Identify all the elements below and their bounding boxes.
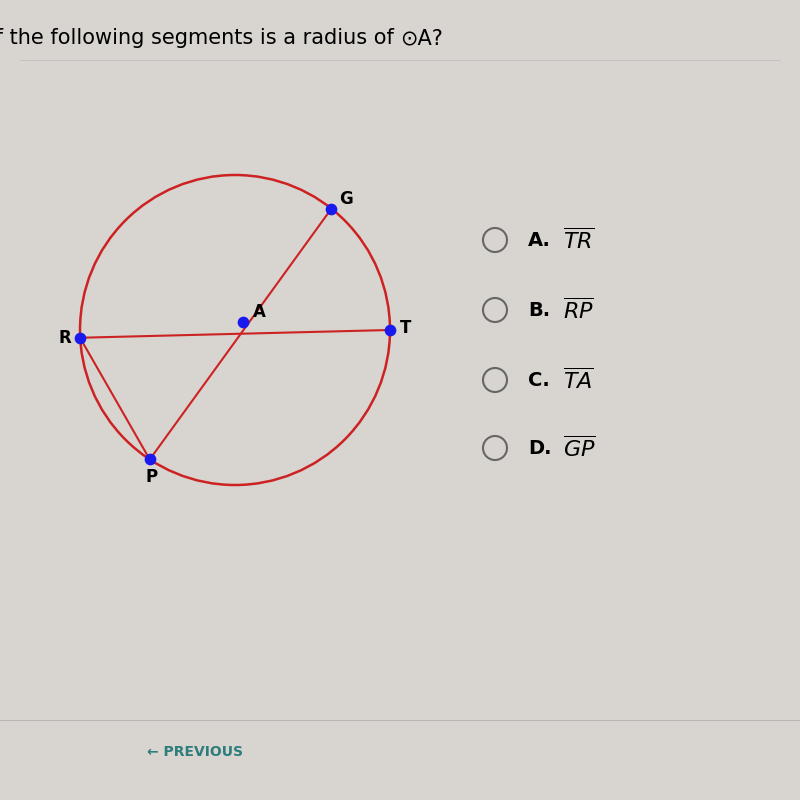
Point bbox=[384, 323, 397, 336]
Text: $\overline{\mathit{T}\mathit{A}}$: $\overline{\mathit{T}\mathit{A}}$ bbox=[563, 367, 594, 393]
Text: $\overline{\mathit{T}\mathit{R}}$: $\overline{\mathit{T}\mathit{R}}$ bbox=[563, 227, 594, 253]
Point bbox=[143, 453, 156, 466]
Text: D.: D. bbox=[528, 438, 551, 458]
Text: G: G bbox=[339, 190, 353, 208]
Text: T: T bbox=[400, 319, 411, 337]
Text: C.: C. bbox=[528, 370, 550, 390]
Point bbox=[74, 331, 86, 344]
Text: Which of the following segments is a radius of: Which of the following segments is a rad… bbox=[0, 28, 400, 48]
Text: $\overline{\mathit{G}\mathit{P}}$: $\overline{\mathit{G}\mathit{P}}$ bbox=[563, 435, 596, 461]
Text: A: A bbox=[253, 303, 266, 322]
Text: R: R bbox=[58, 329, 70, 346]
Text: P: P bbox=[146, 469, 158, 486]
Text: ← PREVIOUS: ← PREVIOUS bbox=[147, 745, 243, 759]
Text: ⊙A?: ⊙A? bbox=[400, 28, 443, 48]
Text: $\overline{\mathit{R}\mathit{P}}$: $\overline{\mathit{R}\mathit{P}}$ bbox=[563, 298, 594, 322]
Point bbox=[325, 202, 338, 215]
Text: A.: A. bbox=[528, 230, 551, 250]
Point bbox=[236, 316, 249, 329]
Text: B.: B. bbox=[528, 301, 550, 319]
